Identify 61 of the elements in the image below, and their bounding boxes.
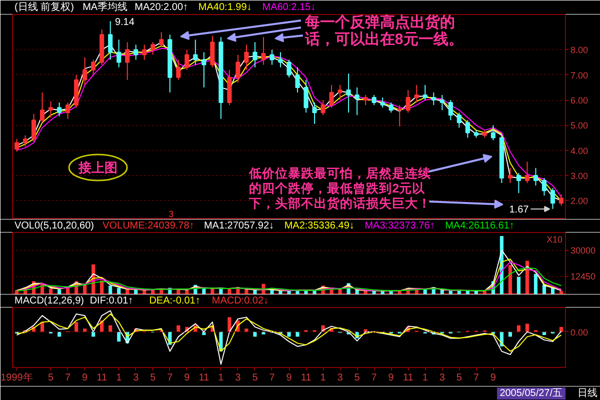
x-tick-label: 9 bbox=[388, 372, 394, 384]
x-tick-label: 5 bbox=[456, 372, 462, 384]
y-tick-label: 3.00 bbox=[570, 170, 588, 181]
series-label: DIF:0.01↑ bbox=[90, 296, 134, 306]
text: MA40:1.99↓ bbox=[198, 2, 252, 13]
x-tick-label: 11 bbox=[198, 372, 210, 384]
text: MA1:27057.92↓ bbox=[204, 220, 274, 232]
x-tick-label: 5 bbox=[354, 372, 360, 384]
y-tick-label: 2.00 bbox=[570, 196, 588, 206]
x-tick-label: 5 bbox=[150, 372, 156, 384]
y-tick-label: 5.00 bbox=[570, 120, 588, 131]
x-tick-label: 7 bbox=[269, 372, 276, 384]
x-tick-label: 7 bbox=[65, 372, 72, 384]
annotation: 3 bbox=[168, 209, 174, 219]
text: MA20:2.00↑ bbox=[134, 2, 188, 13]
x-tick-label: 5 bbox=[252, 372, 258, 384]
x-tick-label: 11 bbox=[402, 372, 414, 384]
x-tick-label: 7 bbox=[371, 372, 378, 384]
x-tick-label: 1 bbox=[320, 372, 326, 384]
x-tick-label: 9 bbox=[82, 372, 88, 384]
text: MA60:2.15↓ bbox=[262, 2, 316, 13]
x-tick-label: 3 bbox=[133, 372, 140, 384]
text: 2005/05/27/五 bbox=[500, 388, 563, 399]
text: DEA:-0.01↑ bbox=[149, 296, 200, 306]
x-tick-label: 3 bbox=[235, 372, 242, 384]
y-tick-label: 4.00 bbox=[570, 146, 588, 156]
y-tick-label: 7.00 bbox=[570, 70, 588, 80]
x-tick-label: 9 bbox=[490, 372, 496, 384]
series-label: MACD:0.02↓ bbox=[212, 296, 269, 306]
chart-title: VOL0(5,10,20,60) bbox=[14, 220, 94, 232]
y-tick-label: 6.00 bbox=[570, 96, 588, 106]
y-tick-label: 12450 bbox=[570, 272, 596, 282]
chart-subtitle: MA季均线 bbox=[82, 1, 128, 13]
annotation: 低价位暴跌最可怕，居然是连续的四个跌停，最低曾跌到2元以下，头部不出货的话损失巨大！ bbox=[248, 166, 432, 210]
x-tick-label: 1999年 bbox=[0, 372, 33, 384]
text: MA4:26116.61↑ bbox=[445, 220, 514, 232]
x-tick-label: 11 bbox=[300, 372, 312, 384]
x-tick-label: 1 bbox=[116, 372, 122, 384]
x-tick-label: 1 bbox=[422, 372, 428, 384]
x-tick-label: 7 bbox=[167, 372, 174, 384]
text: MA3:32373.76↑ bbox=[364, 220, 435, 232]
x-tick-label: 1 bbox=[218, 372, 224, 384]
x-tick-label: 7 bbox=[473, 372, 480, 384]
x-tick-label: 11 bbox=[96, 372, 108, 384]
text: VOLUME:24039.78↑ bbox=[102, 220, 194, 232]
y-tick-label: 8.00 bbox=[570, 45, 588, 56]
chart-title: MACD(12,26,9) bbox=[14, 296, 84, 306]
y-axis-title: X10 bbox=[546, 234, 562, 244]
x-tick-label: 9 bbox=[286, 372, 292, 384]
x-tick-label: 9 bbox=[184, 372, 190, 384]
x-tick-label: 3 bbox=[337, 372, 344, 384]
annotation: 接上图 bbox=[78, 160, 118, 175]
annotation: 1.67 bbox=[509, 204, 530, 216]
text: 日线 bbox=[578, 387, 598, 399]
y-tick-label: 30000 bbox=[570, 246, 596, 256]
x-tick-label: 3 bbox=[439, 372, 446, 384]
chart-title: (日线 前复权) bbox=[14, 1, 74, 13]
text: MA2:35336.49↓ bbox=[284, 220, 354, 232]
annotation: 9.14 bbox=[114, 17, 135, 28]
x-tick-label: 5 bbox=[48, 372, 54, 384]
ref-line-label: 0.00 bbox=[570, 327, 588, 338]
